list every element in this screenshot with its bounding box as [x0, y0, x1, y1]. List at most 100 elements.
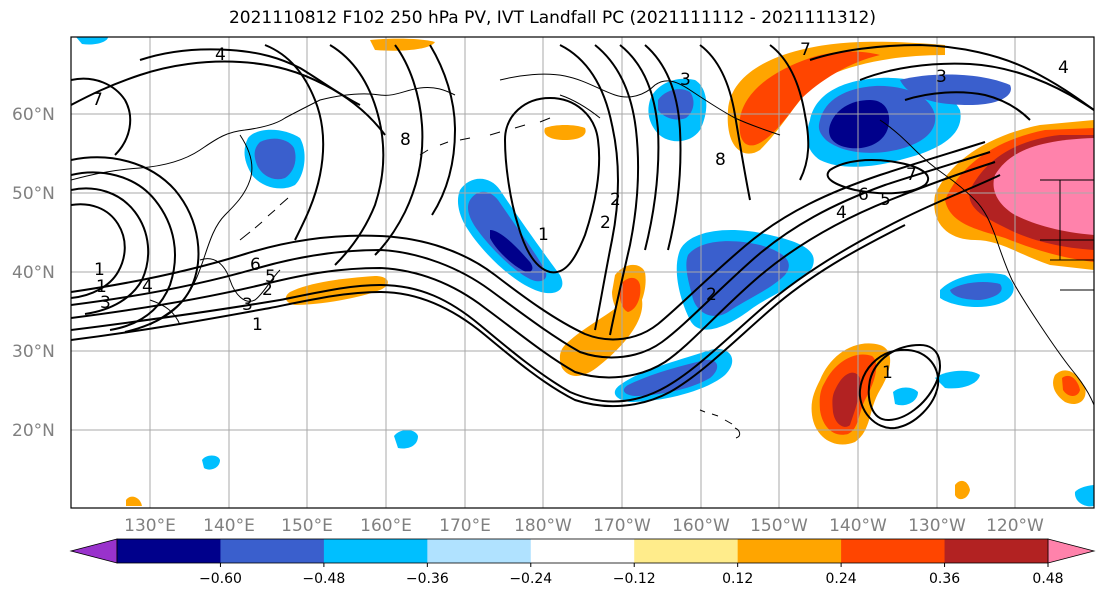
- shade-lightblue-small3: [394, 430, 418, 449]
- contour-bering-2: [71, 60, 386, 136]
- contour-label-11: 5: [265, 267, 276, 287]
- contour-wlow-1: [71, 171, 176, 331]
- contour-label-17: 6: [858, 185, 869, 205]
- contour-gulf-5: [904, 91, 1031, 121]
- colorbar-segment: [944, 539, 1049, 563]
- contour-label-3: 8: [400, 130, 411, 150]
- shade-navy-alaska: [829, 100, 890, 149]
- contour-label-20: 3: [936, 67, 947, 87]
- contour-label-21: 2: [610, 190, 621, 210]
- contours: [71, 43, 1094, 430]
- contour-jet-3: [71, 161, 996, 379]
- contour-bering-6: [429, 44, 457, 216]
- contour-label-23: 1: [96, 277, 107, 297]
- shade-orange-sw: [955, 480, 970, 500]
- contour-label-15: 7: [800, 40, 811, 60]
- contour-gulf-closed: [826, 159, 930, 195]
- shade-blue-gulf: [658, 89, 694, 120]
- lon-label-150w: 150°W: [750, 516, 808, 536]
- shade-lightblue-corner: [1074, 485, 1094, 507]
- colorbar-tick-label: −0.36: [406, 571, 449, 587]
- contour-label-4: 3: [680, 70, 691, 90]
- colorbar-segment: [323, 539, 428, 563]
- contour-dateline-ridge2: [594, 44, 639, 336]
- contour-jet-1: [71, 174, 1001, 403]
- colorbar-tick-label: −0.60: [199, 571, 242, 587]
- contour-label-10: 6: [250, 255, 261, 275]
- contour-label-1: 4: [215, 45, 226, 65]
- shade-lightblue-small2: [893, 387, 918, 406]
- colorbar-segment: [427, 539, 532, 563]
- colorbar-segment: [841, 539, 946, 563]
- lon-label-170e: 170°E: [439, 516, 491, 536]
- colorbar-segment: [530, 539, 635, 563]
- colorbar: −0.60 −0.48 −0.36 −0.24 −0.12 0.12 0.24 0.36 0.4…: [69, 538, 1096, 587]
- shade-lightblue-top-left: [76, 37, 108, 45]
- contour-dateline-ridge: [559, 44, 619, 331]
- lon-label-130w: 130°W: [908, 516, 966, 536]
- contour-dateline-ridge4: [644, 44, 682, 251]
- contour-gulf-4: [859, 62, 1094, 111]
- map-title: 2021110812 F102 250 hPa PV, IVT Landfall…: [228, 8, 876, 28]
- coast-kurils: [239, 197, 289, 241]
- contour-label-16: 8: [715, 150, 726, 170]
- colorbar-tick-label: 0.24: [826, 571, 857, 587]
- shade-orange-bl: [126, 496, 142, 506]
- lon-label-120w: 120°W: [986, 516, 1044, 536]
- contour-label-25: 4: [1058, 58, 1069, 78]
- shade-lightblue-small1: [935, 370, 980, 389]
- graticule: [71, 37, 1094, 508]
- colorbar-outline: [116, 538, 1049, 564]
- lat-label-40: 40°N: [12, 263, 55, 283]
- lat-label-20: 20°N: [12, 421, 55, 441]
- colorbar-segment: [634, 539, 739, 563]
- map-layers: 4 7 8 3 1 2 3 1 4 6 5 1 3 2 7 8 6 5 4 3 …: [71, 37, 1094, 508]
- lon-label-160w: 160°W: [672, 516, 730, 536]
- contour-wlow-3: [71, 187, 150, 315]
- contour-label-18: 5: [880, 190, 891, 210]
- contour-jet-4: [71, 151, 991, 359]
- lon-label-150e: 150°E: [281, 516, 333, 536]
- contour-jet-5: [71, 141, 986, 341]
- contour-label-26: 7: [906, 165, 917, 185]
- contour-gulf-2: [769, 44, 810, 181]
- shade-darkred-subtrop: [832, 372, 861, 427]
- colorbar-tick-label: −0.24: [509, 571, 552, 587]
- contour-wleft-1: [71, 77, 132, 156]
- shade-blue-alaska-e: [900, 74, 1011, 105]
- contour-bering-3: [264, 44, 325, 241]
- colorbar-tick-label: −0.12: [613, 571, 656, 587]
- coastlines: [71, 73, 1094, 439]
- shade-orange-kuril: [285, 276, 388, 305]
- contour-label-5: 1: [538, 225, 549, 245]
- contour-wlow-2: [71, 156, 200, 333]
- colorbar-tick-label: 0.36: [929, 571, 960, 587]
- colorbar-segment: [117, 539, 221, 563]
- contour-bering-5: [374, 44, 424, 256]
- map-frame: [70, 36, 1095, 509]
- shade-pink-west: [993, 138, 1094, 235]
- lon-label-160e: 160°E: [360, 516, 412, 536]
- latitude-labels: 60°N 50°N 40°N 30°N 20°N: [12, 105, 55, 441]
- contour-subtrop-low2: [858, 348, 940, 430]
- contour-label-14: 2: [706, 285, 717, 305]
- lat-label-30: 30°N: [12, 342, 55, 362]
- coast-aleutians: [419, 117, 551, 156]
- shade-blue-kamchatka: [254, 138, 296, 180]
- contour-label-2: 7: [92, 90, 103, 110]
- contour-jet-2: [71, 224, 906, 408]
- contour-label-9: 4: [142, 277, 153, 297]
- colorbar-extend-low: [69, 538, 118, 564]
- shade-blue-ne: [950, 282, 1002, 300]
- contour-dateline-closed: [503, 96, 601, 274]
- shade-orange-npac-center: [544, 125, 586, 140]
- shade-navy-dateline: [490, 230, 533, 273]
- coast-bc: [879, 119, 1094, 406]
- colorbar-tick-label: 0.12: [722, 571, 753, 587]
- lon-label-140e: 140°E: [203, 516, 255, 536]
- shade-red-gulf: [739, 51, 880, 146]
- colorbar-segment: [737, 539, 842, 563]
- shade-red-se: [1062, 375, 1080, 396]
- lon-label-140w: 140°W: [829, 516, 887, 536]
